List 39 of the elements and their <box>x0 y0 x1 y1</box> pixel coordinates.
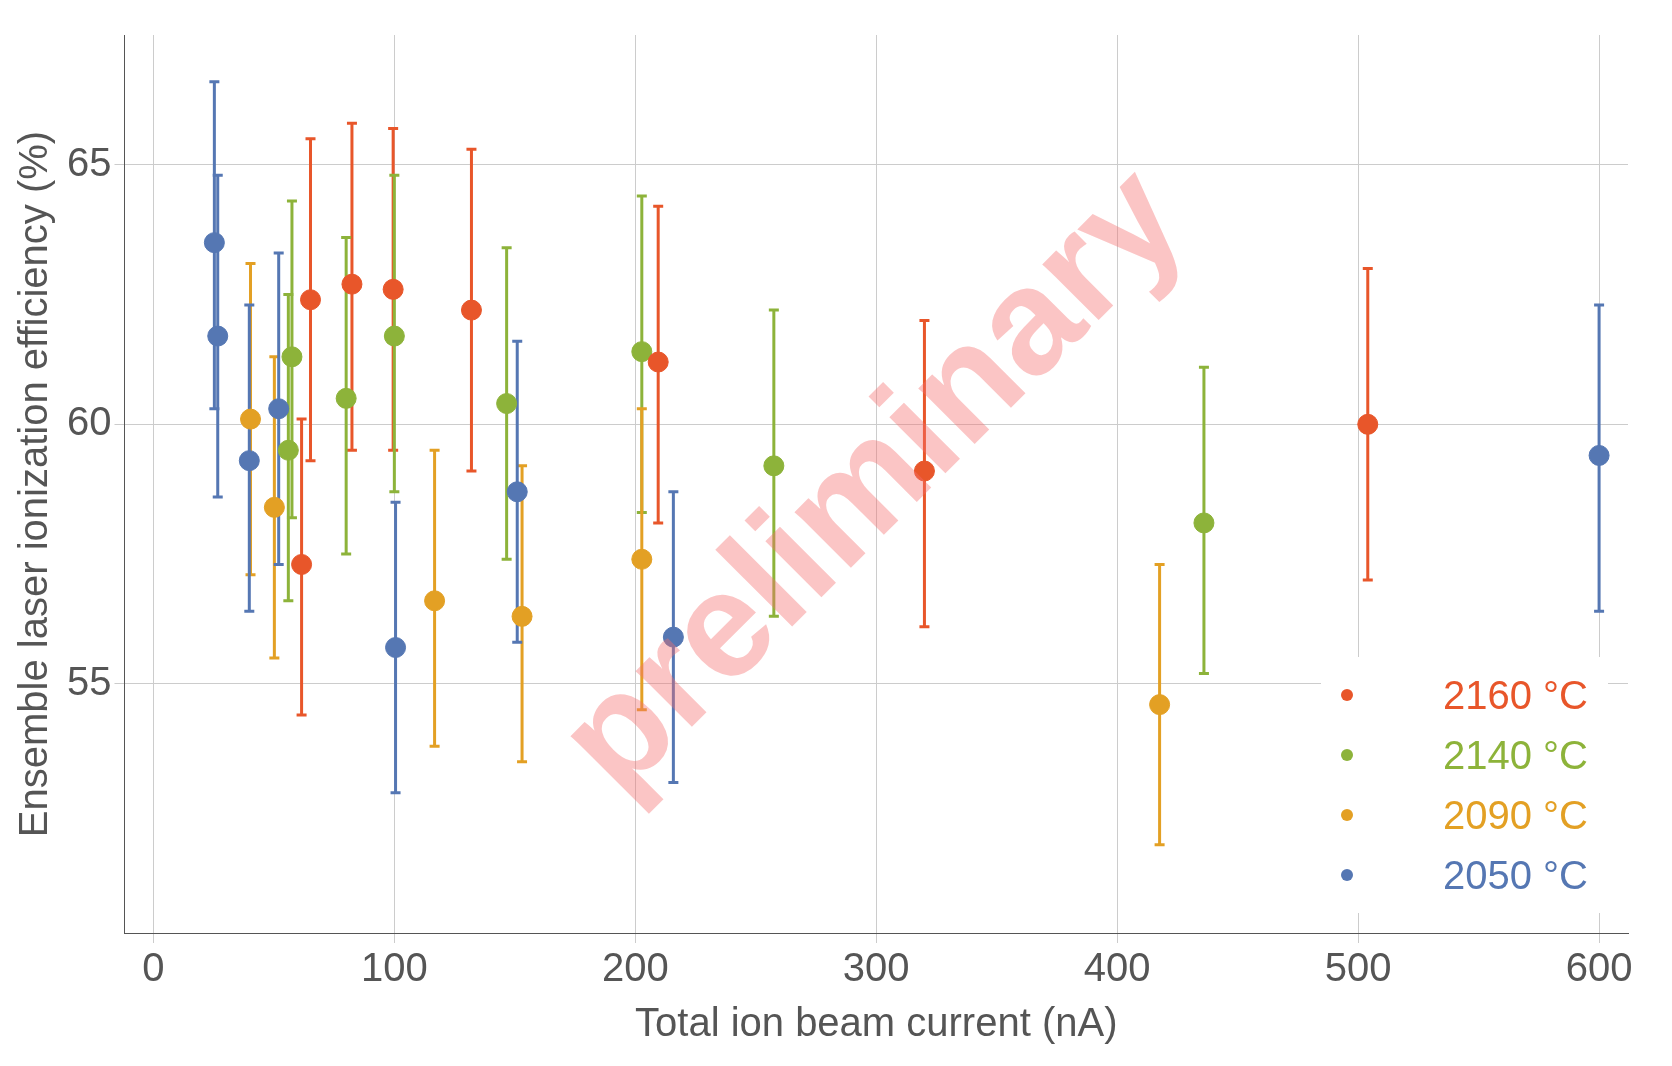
legend-label: 2050 °C <box>1443 852 1588 898</box>
x-tick-label: 200 <box>601 945 669 990</box>
x-tick-label: 500 <box>1324 945 1392 990</box>
point <box>207 325 229 347</box>
point <box>382 278 404 300</box>
y-tick-label: 55 <box>66 658 112 703</box>
point <box>1357 413 1379 435</box>
legend-label: 2090 °C <box>1443 792 1588 838</box>
legend-label: 2160 °C <box>1443 672 1588 718</box>
x-tick-label: 400 <box>1083 945 1151 990</box>
point <box>341 273 363 295</box>
x-tick-label: 100 <box>360 945 428 990</box>
point <box>291 553 313 575</box>
y-axis-title: Ensemble laser ionization efficiency (%) <box>11 130 56 838</box>
x-tick-label: 300 <box>842 945 910 990</box>
y-tick-label: 65 <box>66 139 112 184</box>
point <box>203 232 225 254</box>
point <box>268 398 290 420</box>
x-axis-title: Total ion beam current (nA) <box>635 1000 1118 1045</box>
point <box>424 590 446 612</box>
point <box>240 408 262 430</box>
point <box>385 637 407 659</box>
point <box>506 481 528 503</box>
point <box>1193 512 1215 534</box>
legend-label: 2140 °C <box>1443 732 1588 778</box>
point <box>300 289 321 311</box>
y-tick-label: 60 <box>66 399 112 444</box>
point <box>383 325 405 347</box>
point <box>460 299 482 321</box>
point <box>281 346 303 368</box>
point <box>238 450 260 472</box>
x-tick-label: 600 <box>1565 945 1633 990</box>
point <box>511 605 533 627</box>
point <box>263 496 285 518</box>
point <box>277 439 299 461</box>
point <box>335 387 357 409</box>
point <box>1588 444 1610 466</box>
x-tick-label: 0 <box>142 945 165 990</box>
point <box>496 393 518 415</box>
